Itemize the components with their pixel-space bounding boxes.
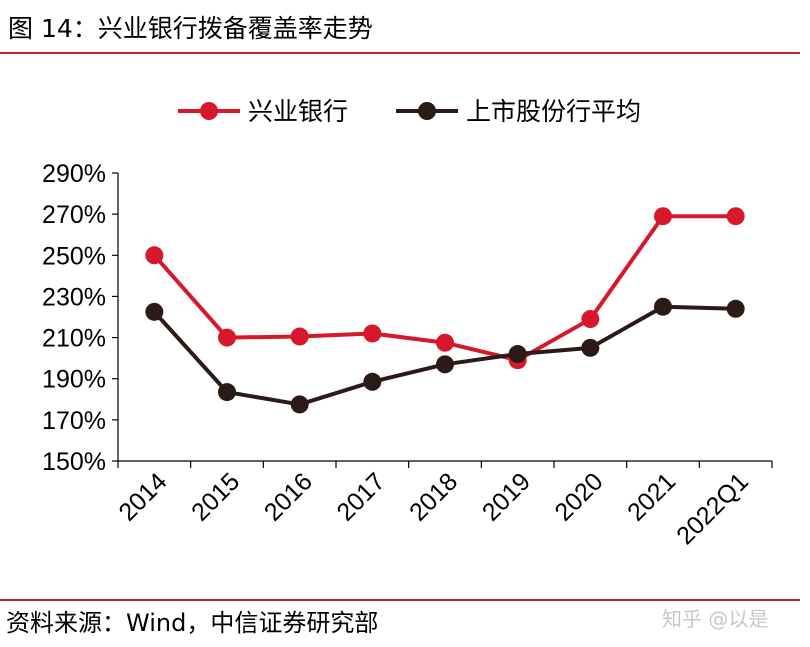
y-tick-label: 190% xyxy=(42,366,106,394)
source-note: 资料来源：Wind，中信证券研究部 xyxy=(6,609,379,637)
y-tick-label: 210% xyxy=(42,325,106,353)
line-chart: 150% 170% 190% 210% 230% 250% 270% 290% 2014 2015… xyxy=(42,97,773,550)
series-2-point xyxy=(363,372,382,391)
y-tick-label: 290% xyxy=(42,160,106,188)
legend-label-1: 兴业银行 xyxy=(248,97,348,126)
x-tick-label: 2019 xyxy=(477,467,536,526)
x-tick-label: 2016 xyxy=(259,467,318,526)
series-2-point xyxy=(218,383,236,402)
bottom-rule xyxy=(0,599,800,601)
x-tick-label: 2014 xyxy=(113,467,172,526)
x-tick-label: 2015 xyxy=(186,467,245,526)
x-tick-label: 2022Q1 xyxy=(671,467,754,550)
y-tick-label: 170% xyxy=(42,407,106,435)
series-1-point xyxy=(654,207,672,226)
series-2-point xyxy=(290,395,309,414)
series-2-point xyxy=(726,299,745,318)
series-2-point xyxy=(508,345,527,364)
legend-marker-2 xyxy=(418,102,436,120)
series-1-point xyxy=(726,207,745,226)
x-tick-label: 2021 xyxy=(622,467,681,526)
x-tick-label: 2018 xyxy=(404,467,463,526)
y-tick-label: 250% xyxy=(42,242,106,270)
x-tick-label: 2017 xyxy=(331,467,390,526)
series-1-point xyxy=(581,310,600,329)
y-tick-label: 150% xyxy=(42,448,106,476)
x-tick-label: 2020 xyxy=(549,467,608,526)
top-rule xyxy=(0,52,800,54)
watermark: 知乎 @以是 xyxy=(662,607,769,631)
page-title: 图 14：兴业银行拨备覆盖率走势 xyxy=(8,14,373,43)
series-1-point xyxy=(145,246,164,265)
legend-marker-1 xyxy=(200,102,218,120)
series-2-point xyxy=(654,297,672,316)
series-1-point xyxy=(363,324,382,343)
series-1-point xyxy=(218,328,236,347)
legend-label-2: 上市股份行平均 xyxy=(466,97,641,126)
series-2-point xyxy=(145,302,164,321)
y-tick-label: 270% xyxy=(42,201,106,229)
y-tick-label: 230% xyxy=(42,283,106,311)
series-1-point xyxy=(436,333,454,352)
series-1-point xyxy=(290,327,309,346)
series-2-point xyxy=(581,338,600,357)
series-2-point xyxy=(436,355,454,374)
